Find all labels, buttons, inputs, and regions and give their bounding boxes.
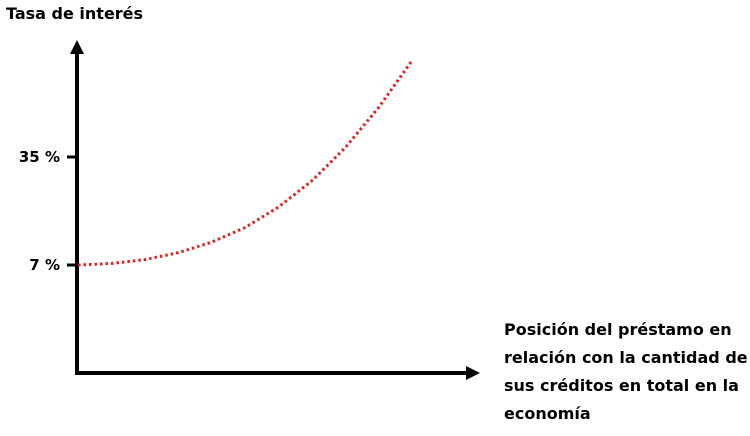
- x-axis-title: Posición del préstamo en relación con la…: [504, 320, 748, 423]
- y-tick-label: 7 %: [29, 256, 60, 274]
- axes: [70, 40, 480, 380]
- y-ticks: 35 % 7 %: [19, 148, 77, 274]
- series-line: [77, 59, 414, 267]
- y-axis-arrowhead: [70, 40, 84, 54]
- series-group: [77, 59, 414, 267]
- y-axis-title: Tasa de interés: [6, 4, 144, 23]
- y-tick-label: 35 %: [19, 148, 60, 166]
- x-axis-arrowhead: [466, 366, 480, 380]
